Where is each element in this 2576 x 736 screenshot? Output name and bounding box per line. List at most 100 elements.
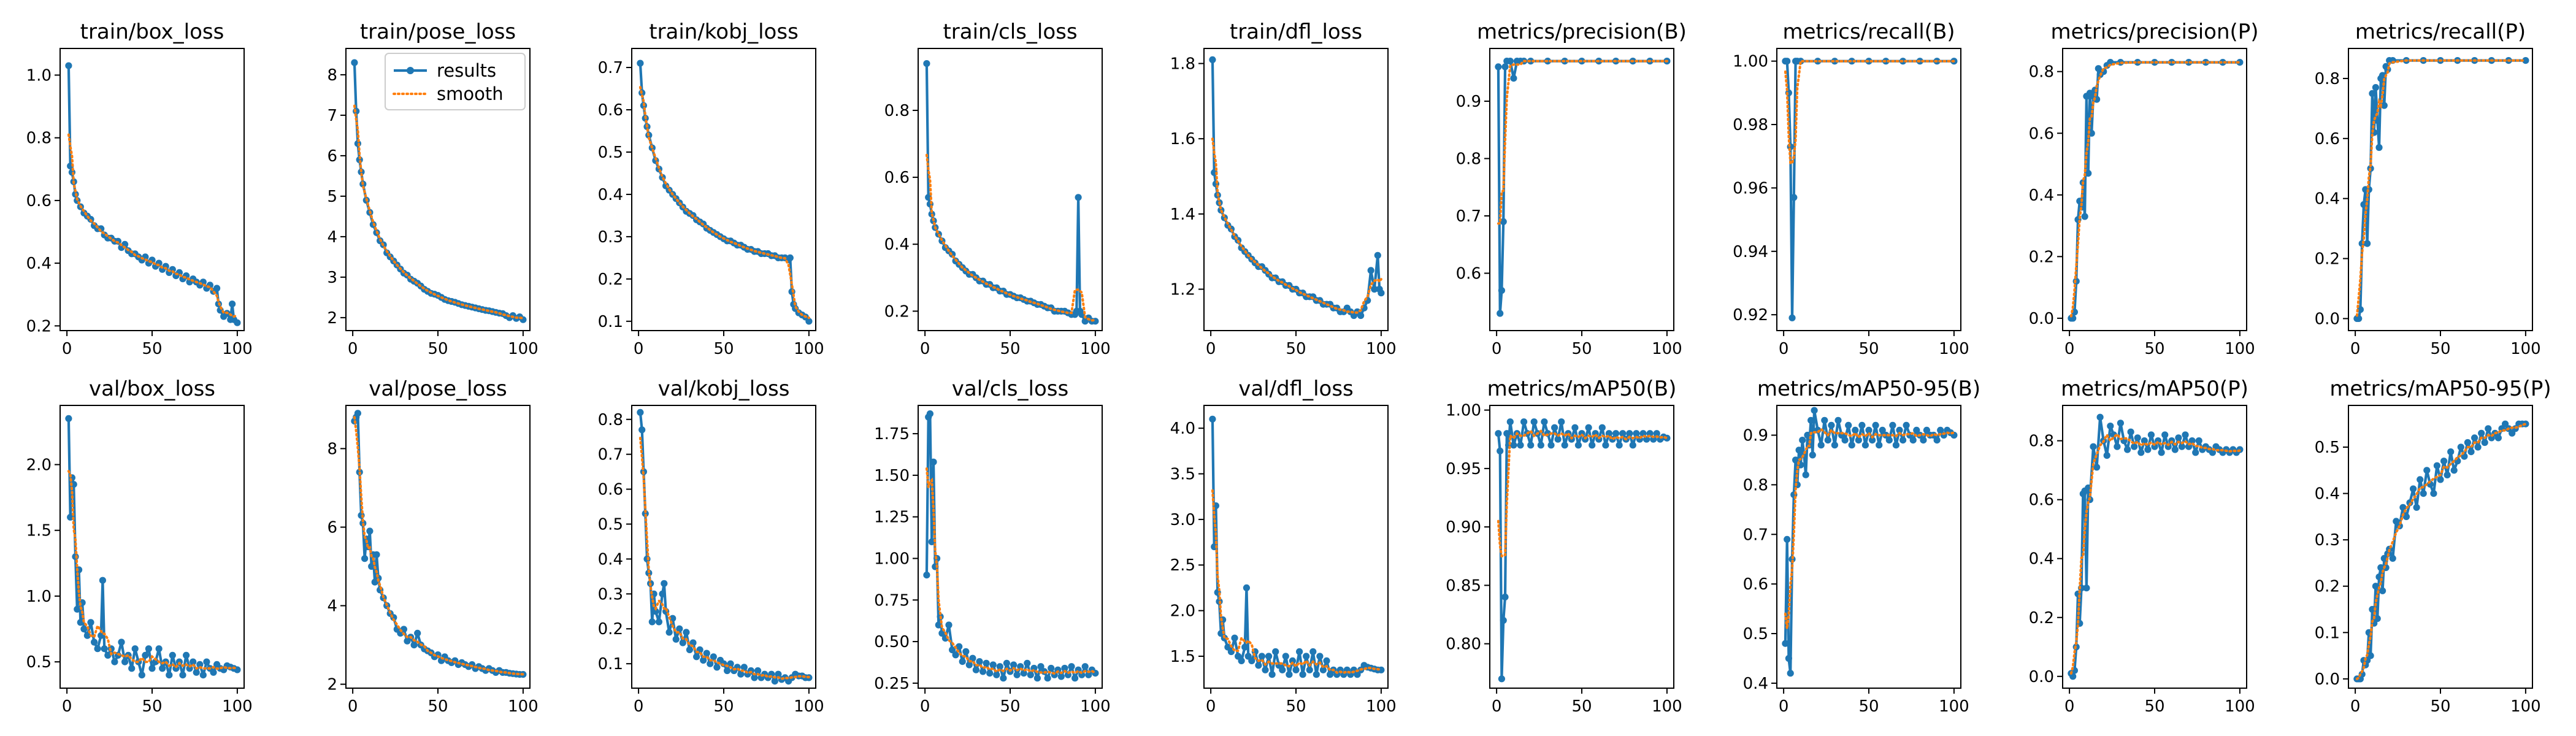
x-tick-label: 0 (920, 340, 930, 358)
y-tick-label: 0.7 (598, 59, 623, 77)
results-point (159, 665, 166, 672)
smooth-line (353, 104, 524, 320)
results-point (1834, 416, 1842, 424)
panel-val-kobj-loss: val/kobj_loss 0 50 100 0.1 0.2 0.3 0.4 0.5 0.6 0.7… (598, 377, 824, 716)
results-point (1497, 447, 1504, 454)
x-tick-label: 100 (1080, 697, 1111, 716)
results-point (2360, 201, 2367, 209)
results-point (962, 648, 970, 655)
results-point (1821, 416, 1828, 424)
y-tick-label: 0.8 (2029, 432, 2054, 451)
results-point (1286, 671, 1293, 678)
y-tick-label: 0.5 (2315, 439, 2340, 457)
results-point (1845, 421, 1852, 429)
x-tick-label: 0 (2064, 697, 2075, 716)
results-point (1626, 430, 1633, 437)
results-point (2450, 467, 2458, 474)
results-point (2372, 583, 2379, 590)
results-point (751, 674, 758, 681)
results-point (923, 572, 930, 579)
results-point (2430, 490, 2437, 497)
results-point (637, 408, 644, 416)
smooth-line (638, 86, 810, 320)
results-point (199, 672, 207, 679)
y-tick-label: 0.7 (1456, 207, 1481, 226)
results-point (637, 59, 644, 67)
panel-title: metrics/precision(B) (1477, 20, 1687, 44)
results-point (2114, 443, 2121, 450)
y-tick-label: 0.5 (26, 653, 52, 672)
results-point (1920, 437, 1927, 444)
x-tick-label: 50 (142, 340, 162, 358)
smooth-line (67, 133, 239, 318)
y-tick-label: 0.8 (1743, 476, 1768, 494)
panel-title: metrics/recall(B) (1782, 20, 1955, 44)
smooth-line (2355, 423, 2527, 680)
x-tick-label: 100 (1366, 340, 1397, 358)
plot-area (1209, 415, 1385, 678)
results-point (1787, 670, 1794, 677)
results-point (1817, 442, 1825, 449)
results-point (65, 415, 72, 423)
results-point (1865, 426, 1873, 434)
x-tick-label: 0 (62, 697, 72, 716)
results-point (1852, 426, 1859, 434)
results-point (131, 645, 139, 653)
smooth-line (2355, 59, 2527, 317)
y-tick-label: 0.4 (26, 255, 52, 273)
x-tick-label: 0 (634, 697, 644, 716)
y-tick-label: 0.3 (2315, 531, 2340, 550)
results-point (1861, 442, 1869, 449)
y-tick-label: 0.8 (1456, 150, 1481, 169)
results-point (2399, 504, 2407, 511)
x-tick-label: 100 (1366, 697, 1397, 716)
results-point (1309, 648, 1317, 656)
results-point (775, 670, 782, 678)
results-point (805, 318, 813, 325)
results-point (935, 621, 942, 629)
results-point (1272, 648, 1279, 656)
results-point (1784, 535, 1791, 543)
y-tick-label: 0.3 (598, 585, 623, 604)
results-point (1319, 666, 1327, 673)
y-tick-label: 0.0 (2315, 310, 2340, 328)
results-point (2182, 431, 2189, 439)
x-tick-label: 100 (794, 697, 824, 716)
results-point (972, 666, 979, 673)
results-point (1501, 63, 1509, 71)
results-point (1899, 437, 1907, 444)
x-tick-label: 50 (713, 340, 734, 358)
results-point (1258, 653, 1265, 660)
results-point (2188, 437, 2196, 445)
results-point (1003, 659, 1010, 667)
results-point (2379, 587, 2386, 594)
results-point (87, 619, 94, 626)
x-tick-label: 0 (1492, 697, 1502, 716)
results-point (1782, 640, 1789, 647)
results-point (2175, 434, 2182, 442)
results-point (2420, 490, 2427, 497)
smooth-line (1497, 59, 1668, 225)
results-point (2471, 434, 2478, 442)
y-tick-label: 0.3 (598, 228, 623, 247)
panel-val-dfl-loss: val/dfl_loss 0 50 100 1.5 2.0 2.5 3.0 3.5 4.0 (1170, 377, 1397, 716)
results-point (1551, 424, 1558, 431)
results-point (1248, 657, 1255, 664)
results-point (676, 625, 683, 632)
results-point (2134, 434, 2141, 442)
results-point (1616, 442, 1623, 449)
y-tick-label: 0.92 (1733, 306, 1768, 324)
results-point (2522, 57, 2529, 64)
y-tick-label: 0.5 (1743, 625, 1768, 643)
results-point (2137, 449, 2145, 456)
results-point (1296, 648, 1303, 656)
x-tick-label: 0 (62, 340, 72, 358)
y-tick-label: 1.2 (1170, 281, 1195, 299)
results-point (80, 625, 88, 633)
results-point (923, 60, 930, 67)
results-point (1889, 421, 1896, 429)
results-point (1506, 58, 1514, 65)
smooth-line (2069, 432, 2241, 675)
results-point (1495, 430, 1502, 437)
